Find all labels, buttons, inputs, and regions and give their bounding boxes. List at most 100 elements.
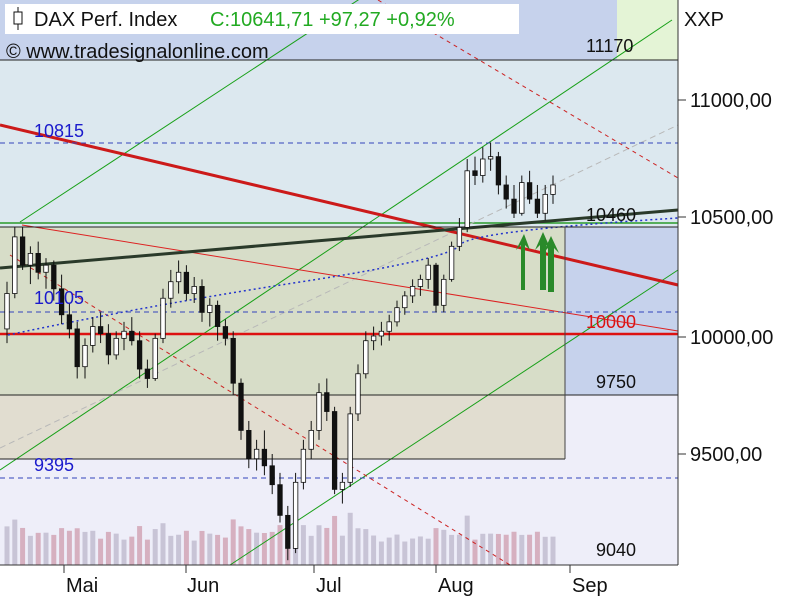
candle-body-down [495, 156, 502, 186]
candle [487, 142, 494, 171]
candle-body-up [417, 278, 424, 287]
level-label-9040: 9040 [596, 540, 636, 560]
candle-body-up [308, 429, 314, 450]
volume-bar [488, 533, 494, 565]
volume-bar [199, 530, 205, 565]
candle-body-down [246, 429, 252, 460]
candle [253, 439, 260, 471]
candle [550, 175, 556, 204]
volume-bar [308, 535, 314, 565]
volume-bar [300, 525, 306, 565]
candle [370, 326, 377, 351]
candle [261, 430, 268, 476]
black-uptrend-line [0, 208, 679, 270]
candle [534, 184, 541, 218]
level-labels: 11170 10815 10460 10105 10000 9750 9395 … [34, 36, 636, 560]
candle-body-up [464, 170, 470, 228]
candle [495, 151, 502, 195]
candle [121, 321, 127, 351]
candles [4, 142, 556, 561]
y-axis: 11000,00 10500,00 10000,00 9500,00 [678, 90, 773, 466]
volume-bar [168, 535, 174, 565]
candle [292, 472, 299, 554]
candle-body-down [66, 314, 73, 330]
candle [269, 454, 275, 495]
candle-body-up [456, 227, 463, 247]
red-dashed-lower [9, 254, 511, 566]
candle [331, 406, 338, 495]
candle [355, 364, 361, 421]
candle [222, 319, 229, 346]
candle-body-down [19, 236, 26, 266]
candle [402, 291, 408, 315]
candle-body-down [74, 328, 80, 368]
candle-body-down [230, 337, 236, 384]
quote-text: C:10641,71 +97,27 +0,92% [210, 9, 455, 31]
x-tick-label: Mai [66, 575, 98, 597]
level-label-11170: 11170 [586, 36, 633, 56]
volume-bar [456, 534, 462, 565]
candle [152, 333, 158, 381]
candle-icon [13, 7, 23, 30]
candle-body-up [90, 326, 96, 346]
candle-body-up [4, 293, 10, 330]
candle-body-up [160, 297, 166, 339]
consolidation-zone [0, 227, 565, 395]
candle [82, 338, 88, 379]
candle [417, 274, 424, 296]
candle [316, 383, 322, 440]
candle [339, 472, 346, 504]
volume-bar [339, 535, 345, 565]
candle [4, 281, 10, 344]
volume-bar [191, 540, 197, 565]
header-background [5, 4, 519, 34]
candle [19, 227, 26, 270]
grey-dashed-line [0, 124, 679, 449]
candle-body-up [487, 156, 494, 160]
buy-arrow [535, 232, 551, 290]
candle-body-up [480, 158, 486, 176]
candle-body-down [105, 333, 112, 356]
x-tick-label: Aug [438, 575, 474, 597]
candle [144, 359, 151, 388]
candle-body-down [183, 271, 190, 294]
candle [386, 314, 392, 341]
candle [378, 321, 385, 346]
volume-bar [43, 532, 49, 565]
volume-bar [316, 525, 322, 565]
thin-red-line [21, 224, 679, 332]
candle [175, 260, 182, 294]
candle-body-up [152, 337, 158, 379]
volume-bar [35, 532, 41, 565]
volume-bar [4, 526, 10, 565]
level-label-9395: 9395 [34, 455, 74, 475]
candle-body-up [253, 448, 260, 460]
candle [230, 331, 236, 395]
volume-bar [66, 530, 72, 565]
candle [503, 175, 509, 209]
candle [394, 300, 400, 327]
candle [74, 321, 80, 379]
volume-bar [534, 531, 540, 565]
candle-body-up [316, 392, 322, 431]
candle-body-down [472, 170, 478, 176]
candle-body-up [409, 286, 416, 297]
watermark-text: © www.tradesignalonline.com [6, 41, 269, 63]
candle [277, 472, 283, 523]
candle [191, 277, 197, 303]
candle [363, 331, 369, 379]
volume-bar [152, 529, 158, 565]
trend-lines [0, 0, 679, 566]
candle-body-down [324, 392, 330, 412]
right-level-zone [565, 227, 678, 395]
candle-body-down [35, 252, 41, 273]
volume-bar [238, 526, 244, 565]
candle [347, 406, 353, 488]
candle [105, 324, 112, 365]
level-label-10000: 10000 [586, 312, 636, 332]
candle [448, 241, 455, 282]
volume-bar [378, 541, 384, 565]
volume-bar [215, 534, 221, 565]
candle-body-down [222, 326, 229, 339]
candle [472, 156, 478, 185]
